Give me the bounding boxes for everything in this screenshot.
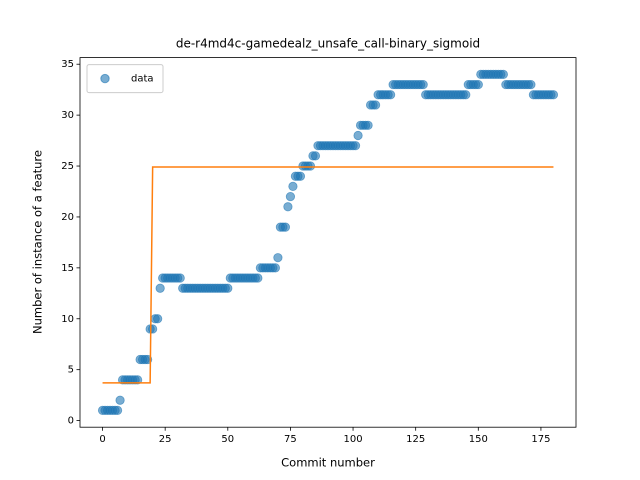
y-tick-label: 10 [61, 314, 74, 325]
y-tick-label: 30 [61, 110, 74, 121]
legend-label: data [131, 74, 154, 85]
data-point [288, 181, 298, 191]
data-point [473, 79, 483, 90]
y-tick-label: 35 [61, 59, 74, 70]
data-point [305, 161, 316, 171]
data-point [153, 314, 163, 324]
data-point [115, 395, 125, 405]
data-point [461, 90, 471, 100]
data-point [350, 141, 361, 151]
data-point [386, 90, 396, 100]
x-tick-label: 175 [531, 434, 550, 445]
chart-title: de-r4md4c-gamedealz_unsafe_call-binary_s… [176, 37, 480, 51]
data-point [253, 273, 263, 283]
data-point [310, 151, 321, 161]
y-tick-label: 20 [61, 212, 74, 223]
x-tick-label: 75 [284, 434, 297, 445]
x-tick-label: 125 [406, 434, 425, 445]
x-tick-label: 150 [469, 434, 488, 445]
x-tick-label: 100 [344, 434, 363, 445]
data-point [548, 90, 559, 100]
data-point [133, 375, 143, 385]
data-point [112, 405, 123, 415]
data-point [370, 100, 381, 110]
data-point [273, 253, 283, 263]
y-axis-label: Number of instance of a feature [31, 150, 45, 334]
y-tick-label: 0 [68, 416, 74, 427]
data-point [155, 283, 165, 293]
scatter-series [97, 69, 559, 415]
data-point [223, 283, 233, 293]
data-point [363, 120, 373, 130]
plot-frame [79, 57, 577, 428]
data-point [280, 222, 291, 232]
data-point [175, 273, 185, 283]
x-tick-label: 0 [99, 434, 105, 445]
data-point [148, 324, 158, 334]
data-point [295, 171, 306, 181]
x-tick-label: 25 [159, 434, 172, 445]
data-point [498, 69, 508, 80]
data-point [526, 79, 536, 90]
data-point [418, 79, 428, 90]
fit-line [102, 166, 554, 384]
x-tick-label: 50 [221, 434, 234, 445]
data-point [283, 202, 293, 212]
data-point [285, 191, 296, 202]
x-axis-label: Commit number [281, 456, 375, 470]
y-tick-label: 5 [68, 365, 74, 376]
legend-marker [100, 73, 110, 84]
y-tick-label: 15 [61, 263, 74, 274]
legend-box [86, 64, 164, 94]
data-point [270, 263, 280, 273]
y-tick-label: 25 [61, 161, 74, 172]
data-point [353, 130, 363, 141]
